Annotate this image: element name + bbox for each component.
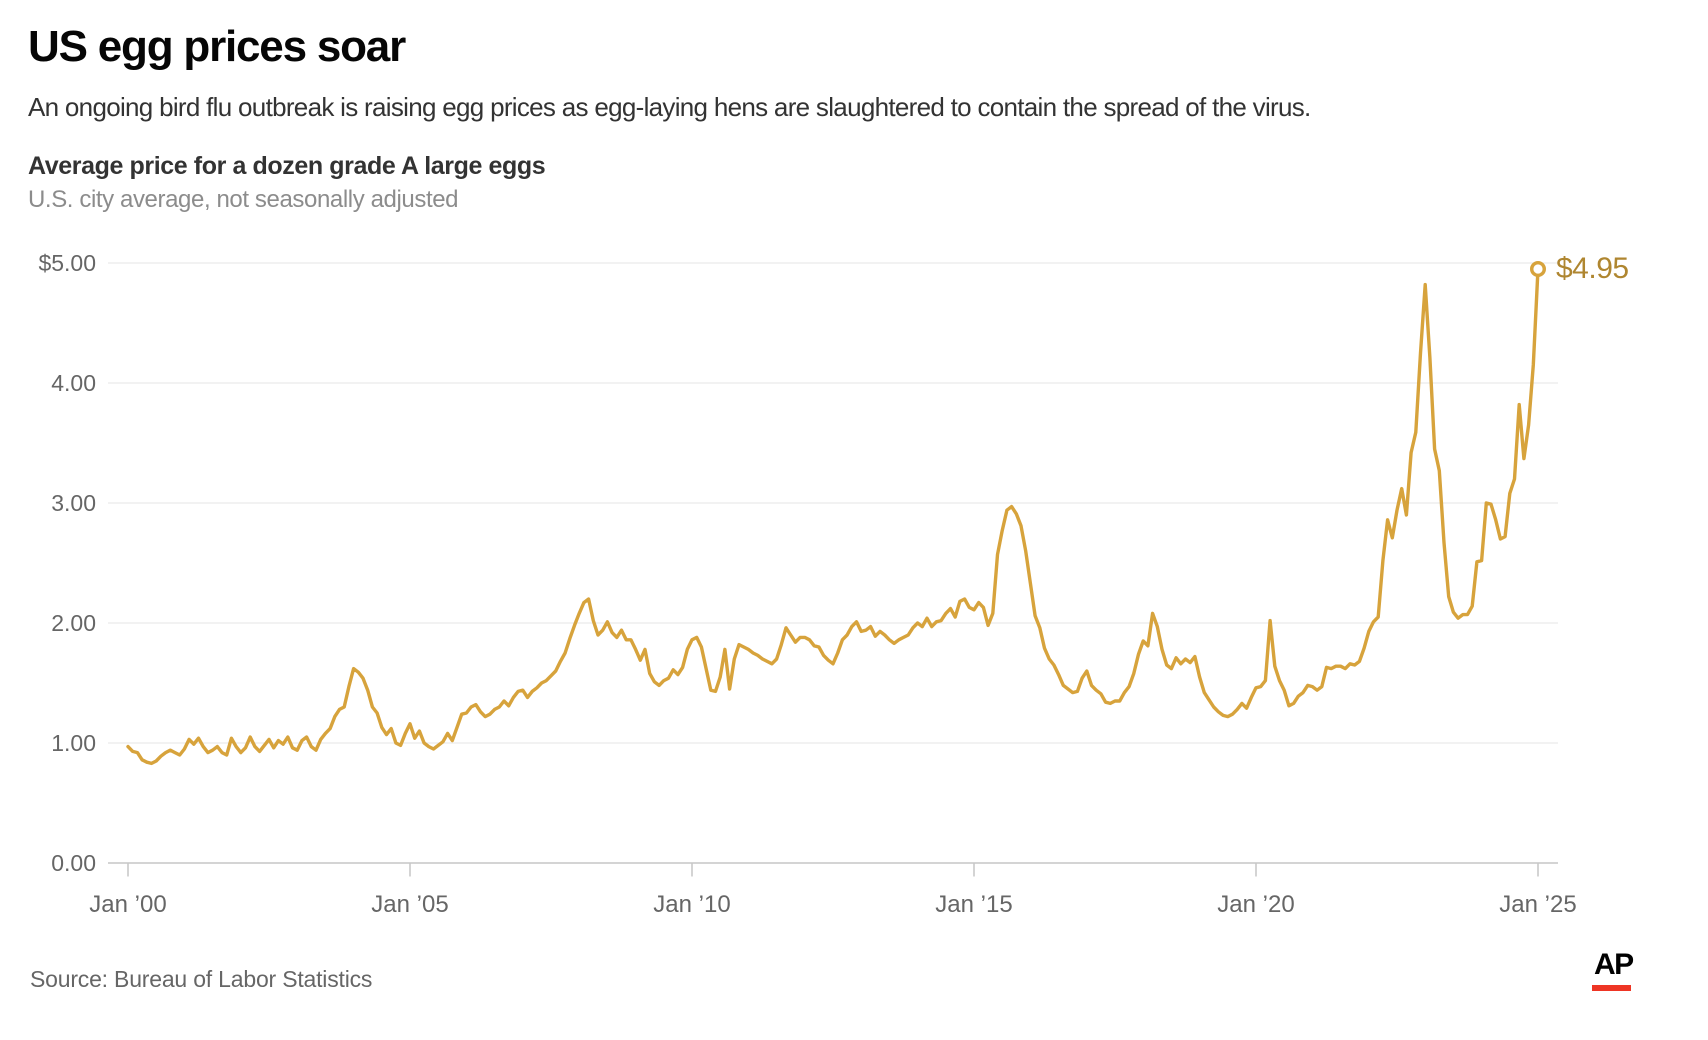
end-marker [1529, 261, 1546, 278]
chart-heading: Average price for a dozen grade A large … [28, 152, 546, 180]
x-tick-label: Jan ’00 [89, 891, 166, 918]
x-tick-label: Jan ’25 [1499, 891, 1576, 918]
ap-logo-red-bar [1592, 985, 1631, 991]
price-line [126, 267, 1540, 766]
y-tick-label: 4.00 [51, 370, 96, 396]
y-tick-label: 0.00 [51, 850, 96, 876]
y-tick-label: $5.00 [38, 250, 96, 276]
page-subtitle: An ongoing bird flu outbreak is raising … [28, 92, 1311, 122]
source-note: Source: Bureau of Labor Statistics [30, 966, 373, 992]
y-tick-label: 1.00 [51, 730, 96, 756]
chart-subheading: U.S. city average, not seasonally adjust… [28, 186, 459, 213]
ap-logo-text: AP [1594, 948, 1634, 981]
x-tick-label: Jan ’20 [1217, 891, 1294, 918]
y-tick-label: 3.00 [51, 490, 96, 516]
x-tick-label: Jan ’10 [653, 891, 730, 918]
latest-value-label: $4.95 [1556, 252, 1629, 285]
x-tick-label: Jan ’15 [935, 891, 1012, 918]
x-tick-label: Jan ’05 [371, 891, 448, 918]
ap-logo: AP [1592, 948, 1634, 991]
y-tick-label: 2.00 [51, 610, 96, 636]
page-title: US egg prices soar [28, 22, 406, 71]
